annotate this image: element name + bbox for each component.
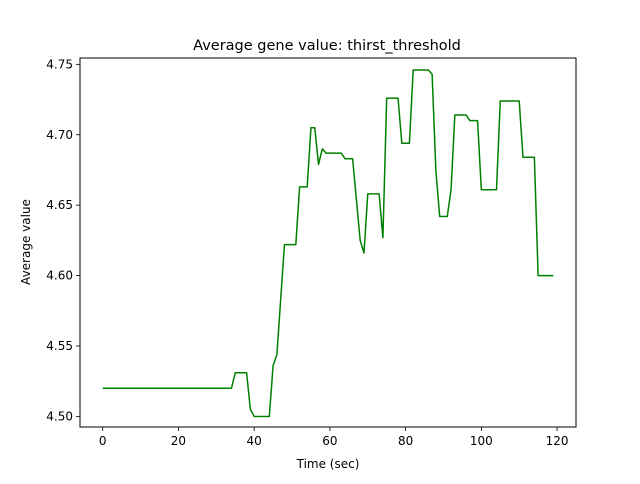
x-tick-label: 60 xyxy=(322,434,337,448)
y-tick-label: 4.50 xyxy=(46,409,73,423)
plot-frame xyxy=(79,57,577,428)
x-axis: 0 20 40 60 80 100 120 xyxy=(99,427,569,448)
x-tick-label: 20 xyxy=(171,434,186,448)
y-tick-label: 4.55 xyxy=(46,339,73,353)
chart-title: Average gene value: thirst_threshold xyxy=(193,38,461,54)
x-tick-label: 80 xyxy=(398,434,413,448)
y-axis-label: Average value xyxy=(19,199,33,285)
y-axis: 4.50 4.55 4.60 4.65 4.70 4.75 xyxy=(46,57,80,423)
series-line xyxy=(102,69,554,418)
x-tick-label: 40 xyxy=(247,434,262,448)
x-tick-label: 120 xyxy=(546,434,569,448)
y-tick-label: 4.75 xyxy=(46,57,73,71)
y-tick-label: 4.60 xyxy=(46,269,73,283)
x-axis-label: Time (sec) xyxy=(296,457,360,471)
plot-area xyxy=(79,57,577,428)
x-tick-label: 100 xyxy=(470,434,493,448)
y-tick-label: 4.70 xyxy=(46,128,73,142)
y-tick-label: 4.65 xyxy=(46,198,73,212)
x-tick-label: 0 xyxy=(99,434,107,448)
